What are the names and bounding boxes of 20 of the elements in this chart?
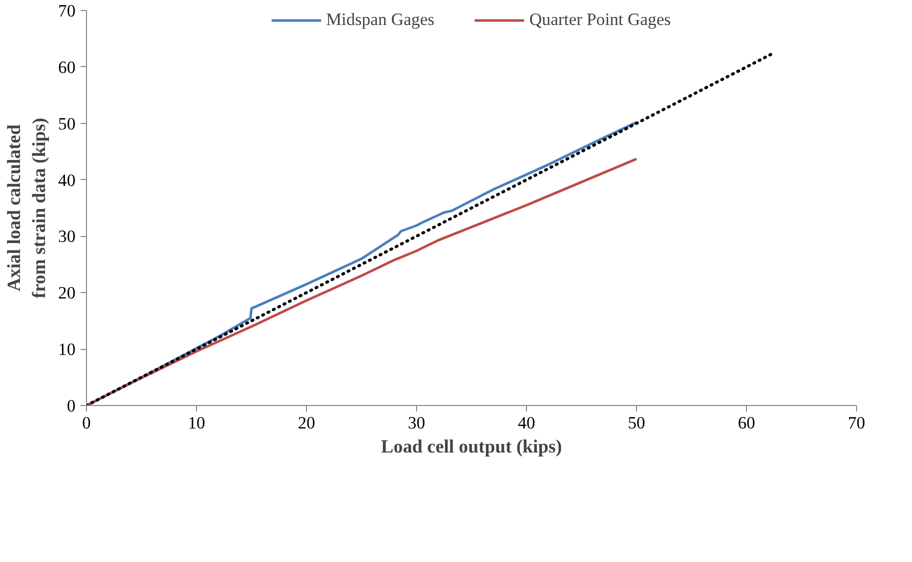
x-tick-label: 70 [848,414,866,432]
y-tick-label: 70 [58,2,76,20]
y-tick-label: 0 [66,396,76,416]
x-tick-label: 40 [518,414,536,432]
x-tick-label: 30 [408,414,426,432]
y-tick-label: 60 [58,58,76,77]
y-tick-label: 10 [58,340,76,360]
x-tick-label: 10 [188,414,206,432]
x-axis-title: Load cell output (kips) [381,436,562,458]
y-tick-label: 40 [58,170,76,190]
y-tick-label: 20 [58,284,76,303]
y-tick-label: 50 [58,114,76,134]
x-tick-label: 50 [628,414,646,432]
x-tick-label: 60 [738,414,756,432]
x-tick-label: 20 [298,414,316,432]
x-tick-label: 0 [82,414,91,432]
y-tick-label: 30 [58,227,76,246]
legend-label: Midspan Gages [326,10,434,30]
y-axis-title: Axial load calculated from strain data (kips) [4,118,50,298]
legend-label: Quarter Point Gages [529,10,671,30]
